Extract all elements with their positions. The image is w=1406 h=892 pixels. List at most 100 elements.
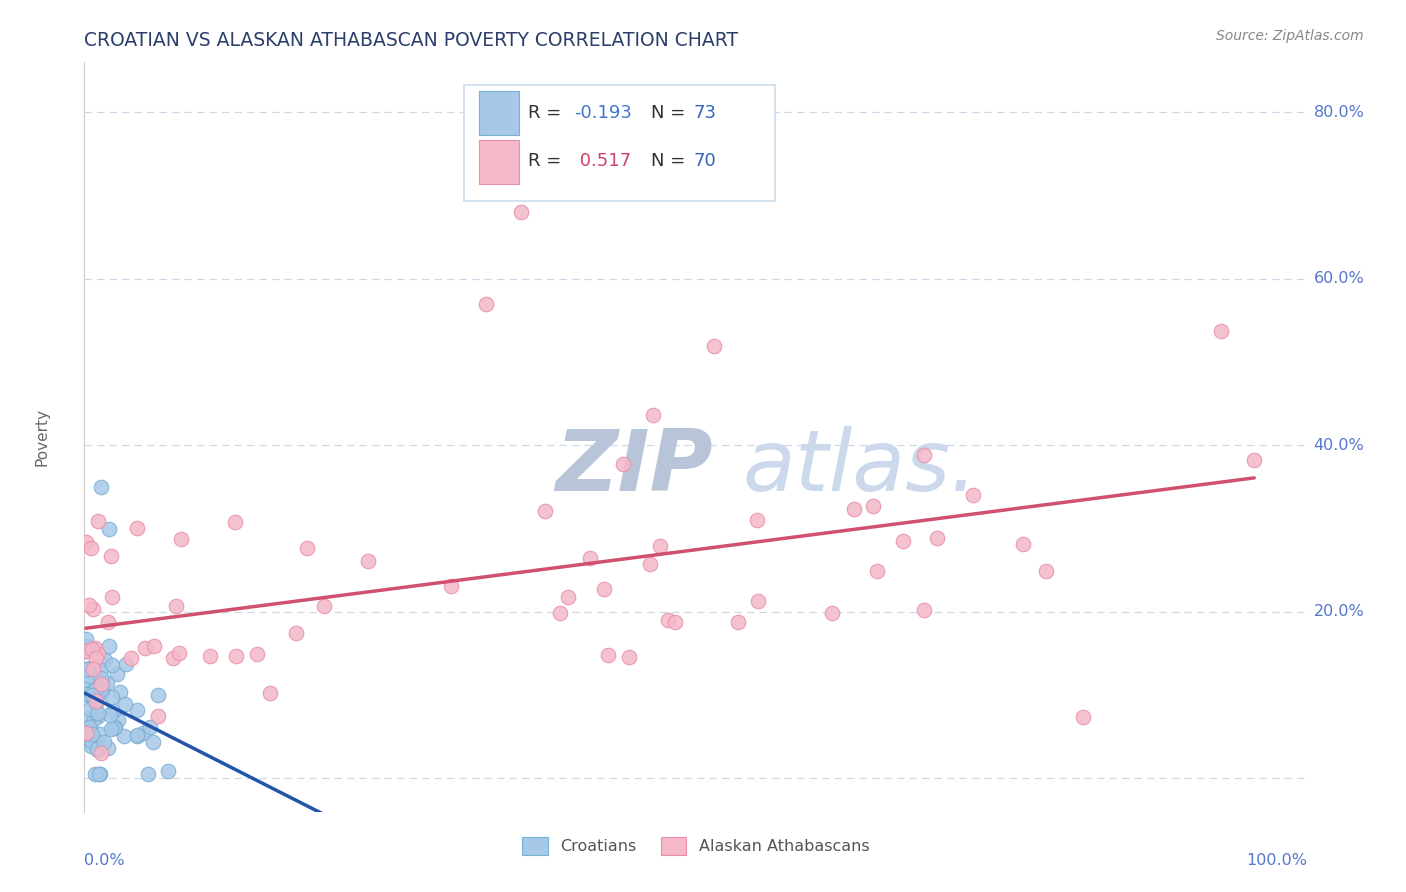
Point <box>167 646 190 660</box>
Point <box>84 681 107 696</box>
Point <box>246 647 269 661</box>
Text: 20.0%: 20.0% <box>1313 605 1364 619</box>
Point <box>1035 564 1057 578</box>
Point <box>100 658 122 673</box>
Point <box>76 662 98 676</box>
Point <box>84 696 107 710</box>
Point <box>844 502 866 516</box>
Point <box>474 297 496 311</box>
Point <box>97 741 120 756</box>
Point <box>97 615 120 630</box>
Point <box>83 733 105 747</box>
Text: 80.0%: 80.0% <box>1313 105 1365 120</box>
Point <box>104 720 127 734</box>
Point <box>648 539 671 553</box>
Point <box>75 644 97 658</box>
Point <box>962 488 984 502</box>
Point <box>125 520 148 534</box>
Point <box>440 579 463 593</box>
Point <box>76 688 98 702</box>
Point <box>80 734 103 748</box>
Point <box>108 685 131 699</box>
Point <box>80 739 103 753</box>
Point <box>87 743 110 757</box>
Point <box>139 720 162 734</box>
Point <box>107 713 129 727</box>
Point <box>225 649 247 664</box>
Point <box>747 594 769 608</box>
Point <box>100 723 122 737</box>
Point <box>86 709 108 723</box>
Point <box>862 499 884 513</box>
Point <box>125 728 148 742</box>
Point <box>93 653 115 667</box>
Point <box>259 686 281 700</box>
Point <box>79 719 101 733</box>
Text: ZIP: ZIP <box>555 425 713 508</box>
Point <box>87 682 110 697</box>
Point <box>619 650 641 665</box>
Point <box>120 651 142 665</box>
Text: 100.0%: 100.0% <box>1247 853 1308 868</box>
Point <box>557 591 579 605</box>
Point <box>80 541 103 556</box>
Point <box>1011 537 1033 551</box>
Text: N =: N = <box>651 153 690 170</box>
Point <box>93 735 115 749</box>
Point <box>77 720 100 734</box>
Point <box>593 582 616 597</box>
Point <box>75 535 97 549</box>
Point <box>578 550 600 565</box>
Point <box>657 613 679 627</box>
Point <box>866 564 889 578</box>
Point <box>136 767 159 781</box>
Point <box>224 515 246 529</box>
Point <box>87 514 110 528</box>
Point <box>891 534 914 549</box>
Point <box>509 205 531 219</box>
Text: atlas.: atlas. <box>742 425 977 508</box>
Point <box>84 641 107 656</box>
Point <box>912 449 935 463</box>
FancyBboxPatch shape <box>479 91 519 135</box>
Point <box>747 513 769 527</box>
Point <box>165 599 187 614</box>
Point <box>169 532 191 546</box>
Point <box>912 603 935 617</box>
Point <box>127 729 149 743</box>
Text: -0.193: -0.193 <box>574 103 631 121</box>
FancyBboxPatch shape <box>479 140 519 184</box>
Text: N =: N = <box>651 103 690 121</box>
Point <box>79 661 101 675</box>
Point <box>82 684 104 698</box>
Point <box>75 644 97 658</box>
Point <box>90 684 112 698</box>
Text: 0.0%: 0.0% <box>84 853 125 868</box>
Point <box>86 647 108 661</box>
Point <box>1243 453 1265 467</box>
Point <box>86 706 108 721</box>
Point <box>132 725 155 739</box>
Text: 60.0%: 60.0% <box>1313 271 1364 286</box>
Point <box>90 663 112 677</box>
FancyBboxPatch shape <box>464 85 776 201</box>
Point <box>79 669 101 683</box>
Point <box>101 705 124 719</box>
Point <box>75 632 97 646</box>
Point <box>75 640 97 654</box>
Point <box>612 457 634 471</box>
Point <box>82 662 104 676</box>
Point <box>534 504 557 518</box>
Point <box>90 671 112 685</box>
Point <box>84 651 107 665</box>
Point <box>157 764 180 779</box>
Point <box>703 338 725 352</box>
Point <box>134 640 156 655</box>
Point <box>295 541 318 556</box>
Legend: Croatians, Alaskan Athabascans: Croatians, Alaskan Athabascans <box>517 832 875 860</box>
Point <box>90 480 112 494</box>
Point <box>357 554 380 568</box>
Point <box>142 735 165 749</box>
Point <box>75 726 97 740</box>
Point <box>146 709 169 723</box>
